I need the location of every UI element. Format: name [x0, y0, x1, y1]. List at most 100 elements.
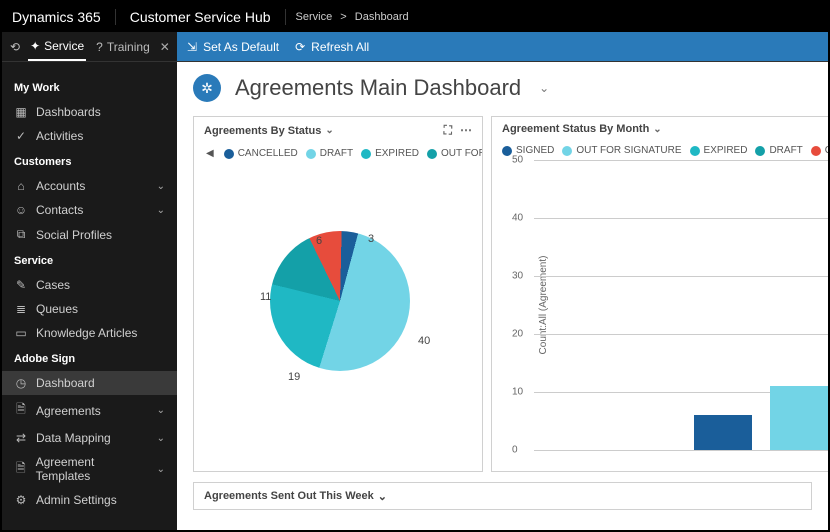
breadcrumb-leaf[interactable]: Dashboard [355, 11, 409, 23]
legend-swatch [502, 146, 512, 156]
sidebar-item-adobe-dashboard[interactable]: ◷Dashboard [2, 371, 177, 395]
y-axis-label: Count:All (Agreement) [538, 256, 549, 355]
chevron-down-icon[interactable]: ⌄ [653, 124, 661, 135]
legend-item[interactable]: OUT FOR SIGNATURE [562, 145, 681, 156]
agreements-icon: 🗎 [14, 400, 28, 421]
sidebar-item-label: Queues [36, 302, 78, 316]
chevron-down-icon[interactable]: ⌄ [378, 490, 387, 503]
chevron-down-icon: ⌄ [157, 181, 165, 192]
sidebar-item-activities[interactable]: ✓ Activities [2, 124, 177, 148]
y-tick-label: 10 [512, 387, 523, 398]
gridline [534, 276, 828, 277]
pie-slice-label: 40 [418, 335, 430, 347]
sidebar-item-cases[interactable]: ✎ Cases [2, 273, 177, 297]
admin-settings-icon: ⚙ [14, 493, 28, 507]
legend-swatch [690, 146, 700, 156]
sidebar-item-agreements[interactable]: 🗎Agreements⌄ [2, 395, 177, 426]
hub-label[interactable]: Customer Service Hub [130, 9, 286, 25]
pie-slice-label: 19 [288, 371, 300, 383]
legend-item[interactable]: CANCELLED [224, 148, 298, 159]
panel-header: Agreement Status By Month ⌄ [492, 117, 828, 141]
brand-label: Dynamics 365 [12, 9, 116, 25]
breadcrumb[interactable]: Service > Dashboard [296, 11, 409, 23]
legend-item[interactable]: DRAFT [755, 145, 802, 156]
dashboard-icon [193, 74, 221, 102]
queues-icon: ≣ [14, 302, 28, 316]
cases-icon: ✎ [14, 278, 28, 292]
y-tick-label: 30 [512, 271, 523, 282]
bar[interactable] [694, 415, 752, 450]
legend-swatch [361, 149, 371, 159]
sidebar-section-label: Customers [2, 148, 177, 174]
activities-icon: ✓ [14, 129, 28, 143]
command-bar: Set As Default Refresh All [177, 32, 828, 61]
page-title-dropdown[interactable]: ⌄ [539, 81, 549, 95]
expand-icon[interactable] [444, 123, 452, 138]
knowledge-articles-icon: ▭ [14, 326, 28, 340]
pie-chart: 40191163 [194, 163, 482, 453]
more-icon[interactable] [460, 123, 472, 138]
legend-swatch [562, 146, 572, 156]
adobe-dashboard-icon: ◷ [14, 376, 28, 390]
legend-item[interactable]: SIGNED [502, 145, 554, 156]
contacts-icon: ☺ [14, 203, 28, 217]
set-default-button[interactable]: Set As Default [187, 40, 279, 54]
sidebar-item-label: Accounts [36, 179, 85, 193]
bar-legend: SIGNED OUT FOR SIGNATURE EXPIRED DRAFT CANCE… [492, 141, 828, 160]
panel-agreements-sent-this-week: Agreements Sent Out This Week ⌄ [193, 482, 812, 510]
page-title-row: Agreements Main Dashboard ⌄ [193, 74, 812, 102]
sidebar-item-social-profiles[interactable]: ⧉Social Profiles [2, 222, 177, 247]
legend-prev[interactable]: ◀ [204, 148, 216, 159]
legend-item[interactable]: EXPIRED [361, 148, 419, 159]
history-icon[interactable] [10, 40, 20, 54]
gridline [534, 450, 828, 451]
sidebar-item-admin-settings[interactable]: ⚙Admin Settings [2, 488, 177, 512]
sidebar-item-contacts[interactable]: ☺ Contacts ⌄ [2, 198, 177, 222]
sidebar-item-label: Dashboards [36, 105, 101, 119]
sidebar-item-knowledge-articles[interactable]: ▭Knowledge Articles [2, 321, 177, 345]
tab-training[interactable]: Training [94, 34, 152, 60]
sidebar-item-label: Cases [36, 278, 70, 292]
subheader-left: Service Training [2, 33, 177, 61]
panel-title[interactable]: Agreement Status By Month [502, 123, 649, 135]
sidebar-item-agreement-templates[interactable]: 🗎Agreement Templates⌄ [2, 450, 177, 488]
sidebar: My Work▦Dashboards✓ActivitiesCustomers⌂A… [2, 62, 177, 530]
sidebar-item-label: Contacts [36, 203, 83, 217]
legend-swatch [427, 149, 437, 159]
pie-slice-label: 11 [260, 291, 271, 303]
close-icon[interactable] [160, 40, 170, 54]
sidebar-item-label: Activities [36, 129, 83, 143]
gridline [534, 160, 828, 161]
panel-agreements-by-status: Agreements By Status ⌄ ◀ CANCELLED DRAFT E… [193, 116, 483, 472]
sidebar-item-label: Agreements [36, 404, 101, 418]
app-header: Dynamics 365 Customer Service Hub Servic… [2, 2, 828, 32]
refresh-icon [295, 40, 305, 54]
breadcrumb-root[interactable]: Service [296, 11, 333, 23]
legend-item[interactable]: DRAFT [306, 148, 353, 159]
legend-item[interactable]: EXPIRED [690, 145, 748, 156]
tab-service[interactable]: Service [28, 33, 86, 61]
gridline [534, 218, 828, 219]
sidebar-item-accounts[interactable]: ⌂ Accounts ⌄ [2, 174, 177, 198]
dashboards-icon: ▦ [14, 105, 28, 119]
bar-chart: Count:All (Agreement) 01020304050 [534, 160, 828, 450]
chevron-down-icon[interactable]: ⌄ [325, 125, 333, 136]
refresh-button[interactable]: Refresh All [295, 40, 369, 54]
y-tick-label: 20 [512, 329, 523, 340]
accounts-icon: ⌂ [14, 179, 28, 193]
panel-agreement-status-by-month: Agreement Status By Month ⌄ SIGNED OUT FO… [491, 116, 828, 472]
sidebar-item-dashboards[interactable]: ▦ Dashboards [2, 100, 177, 124]
legend-item[interactable]: CANCELLED [811, 145, 828, 156]
chevron-down-icon: ⌄ [157, 433, 165, 444]
bar[interactable] [770, 386, 828, 450]
sidebar-item-data-mapping[interactable]: ⇄Data Mapping⌄ [2, 426, 177, 450]
panel-title[interactable]: Agreements By Status [204, 125, 321, 137]
agreement-templates-icon: 🗎 [14, 459, 28, 480]
chevron-down-icon: ⌄ [157, 205, 165, 216]
panel-title[interactable]: Agreements Sent Out This Week [204, 490, 374, 502]
help-icon [96, 40, 103, 54]
panel-header: Agreements By Status ⌄ [194, 117, 482, 144]
sidebar-item-queues[interactable]: ≣ Queues [2, 297, 177, 321]
dashboard-panels: Agreements By Status ⌄ ◀ CANCELLED DRAFT E… [193, 116, 812, 472]
legend-item[interactable]: OUT FOR S [427, 148, 482, 159]
